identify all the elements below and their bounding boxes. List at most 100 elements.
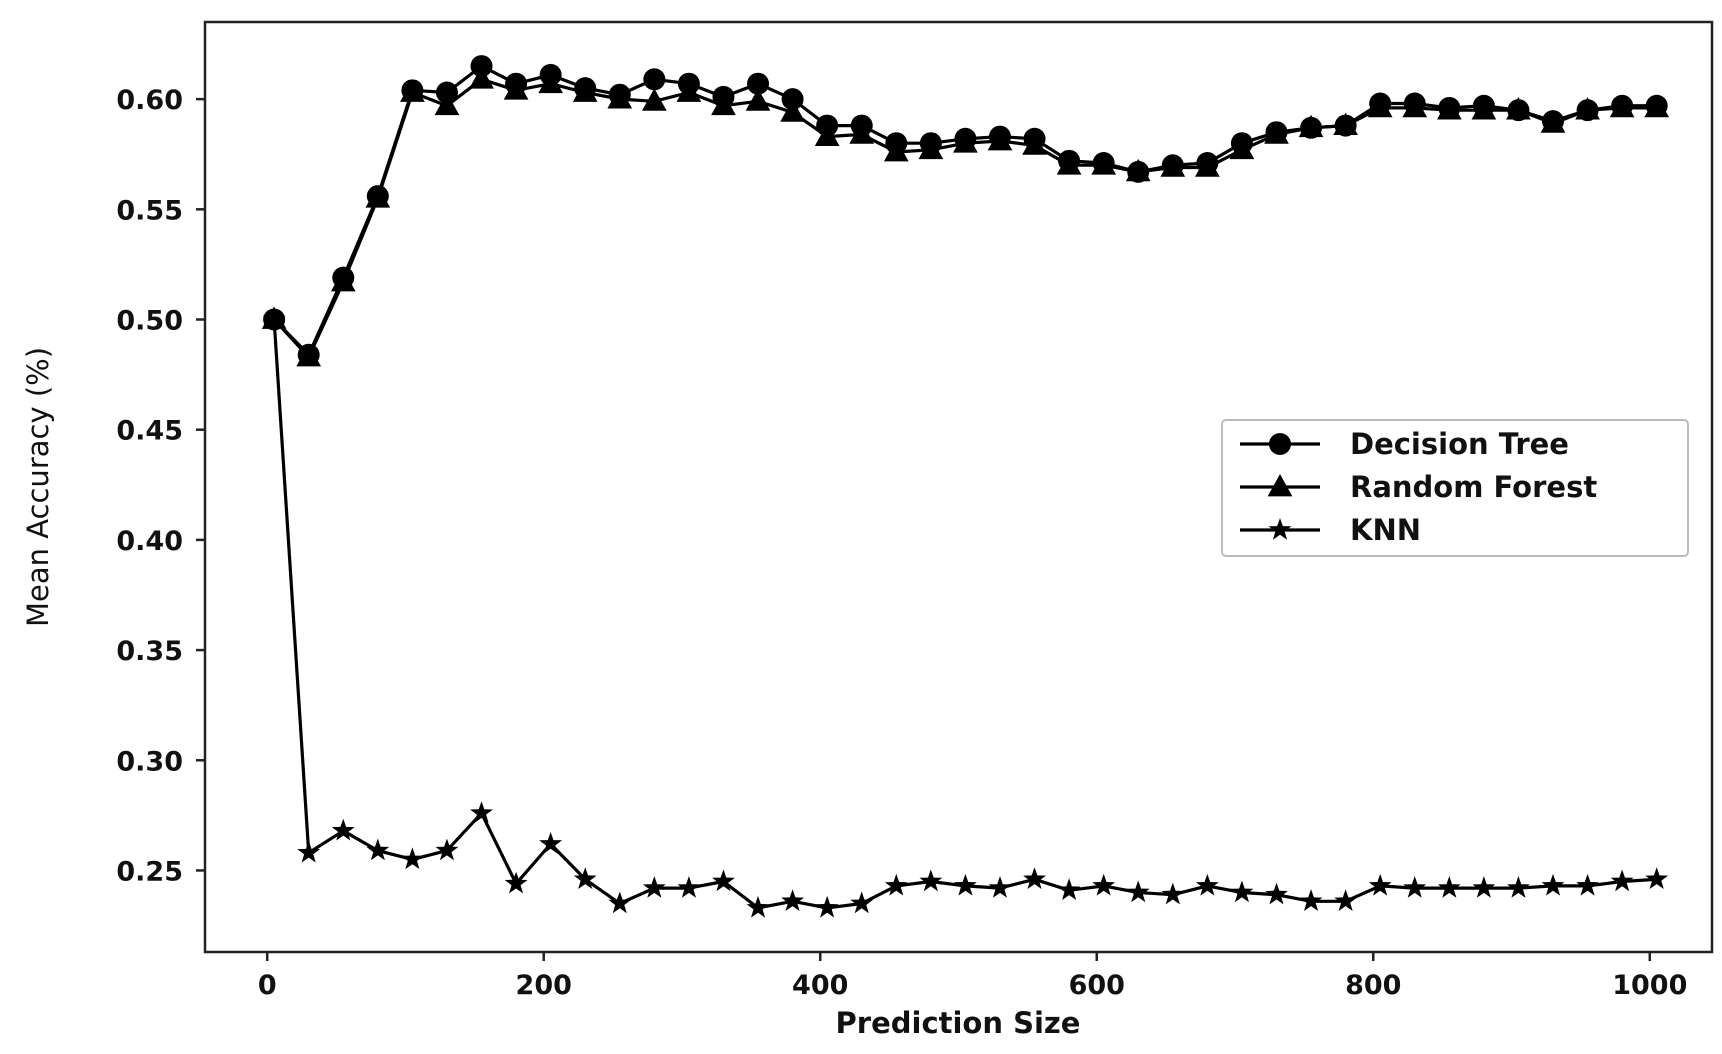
data-point xyxy=(1403,876,1427,898)
data-point xyxy=(987,128,1013,151)
data-point xyxy=(435,81,458,104)
x-tick-label: 400 xyxy=(792,970,848,1001)
data-point xyxy=(780,99,805,122)
data-point xyxy=(643,68,666,91)
x-tick-label: 200 xyxy=(516,970,572,1001)
data-point xyxy=(1575,97,1600,120)
data-point xyxy=(711,92,736,116)
data-point xyxy=(1368,873,1392,896)
data-point xyxy=(607,86,633,109)
y-tick-label: 0.60 xyxy=(116,85,183,116)
data-point xyxy=(1126,880,1150,903)
series-random-forest xyxy=(261,66,1670,367)
data-point xyxy=(814,123,840,146)
legend: Decision Tree Random Forest KNN xyxy=(1221,419,1689,557)
data-point xyxy=(1265,882,1288,905)
data-point xyxy=(1125,158,1151,182)
data-point xyxy=(435,838,459,861)
data-point xyxy=(1609,94,1635,118)
y-axis: 0.25 0.30 0.35 0.40 0.45 0.50 0.55 0.60 xyxy=(116,85,205,887)
series-knn xyxy=(262,307,1669,918)
data-point xyxy=(1471,97,1497,120)
data-point xyxy=(1298,114,1324,138)
data-point xyxy=(642,876,666,898)
y-axis-label: Mean Accuracy (%) xyxy=(21,347,55,627)
y-tick-label: 0.50 xyxy=(116,306,183,337)
legend-entry: Decision Tree xyxy=(1240,427,1569,461)
data-point xyxy=(781,889,804,911)
data-point xyxy=(1229,136,1255,160)
data-point xyxy=(953,130,978,153)
data-point xyxy=(1160,154,1186,177)
data-point xyxy=(849,121,875,144)
y-tick-label: 0.35 xyxy=(116,636,183,667)
data-point xyxy=(1507,876,1530,898)
data-point xyxy=(539,832,563,854)
data-point xyxy=(365,185,391,208)
data-point xyxy=(815,895,839,918)
data-point xyxy=(1644,94,1670,118)
data-point xyxy=(712,869,735,892)
data-point xyxy=(1645,867,1669,889)
data-point xyxy=(1161,882,1185,905)
data-point xyxy=(1057,878,1081,900)
x-tick-label: 800 xyxy=(1345,970,1401,1001)
data-point xyxy=(1610,869,1634,892)
y-tick-label: 0.40 xyxy=(116,526,183,557)
data-point xyxy=(1436,97,1462,120)
data-point xyxy=(538,70,563,94)
data-point xyxy=(1540,110,1566,133)
data-point xyxy=(1195,154,1220,177)
data-point xyxy=(1576,873,1599,896)
data-point xyxy=(503,77,529,100)
data-point xyxy=(1195,873,1219,896)
data-point xyxy=(745,88,771,111)
data-point xyxy=(1367,94,1393,118)
x-tick-label: 1000 xyxy=(1612,970,1687,1001)
data-point xyxy=(1334,889,1357,911)
data-point xyxy=(470,801,493,823)
data-point xyxy=(296,343,322,367)
data-point xyxy=(608,891,632,914)
data-point xyxy=(1022,132,1047,155)
y-tick-label: 0.55 xyxy=(116,195,183,226)
data-point xyxy=(850,891,874,914)
data-point xyxy=(918,136,944,160)
x-tick-label: 0 xyxy=(258,970,277,1001)
data-point xyxy=(504,871,528,894)
data-point xyxy=(469,66,494,89)
data-point xyxy=(1023,867,1046,889)
data-point xyxy=(988,876,1012,898)
data-point xyxy=(1092,873,1116,896)
data-point xyxy=(954,873,977,896)
x-axis: 0 200 400 600 800 1000 xyxy=(258,952,1687,1001)
legend-label: Random Forest xyxy=(1350,470,1597,504)
data-point xyxy=(883,139,909,162)
data-point xyxy=(1091,152,1117,175)
data-point xyxy=(434,92,460,116)
data-point xyxy=(470,55,493,78)
data-point xyxy=(1437,876,1461,898)
y-tick-label: 0.25 xyxy=(116,856,183,887)
data-point xyxy=(1056,152,1082,175)
data-point xyxy=(1230,880,1254,903)
legend-marker xyxy=(1268,518,1292,540)
data-point xyxy=(1333,112,1358,135)
data-point xyxy=(1472,876,1496,898)
legend-entry: Random Forest xyxy=(1240,470,1597,504)
data-point xyxy=(1541,873,1565,896)
data-point xyxy=(1264,121,1289,144)
x-axis-label: Prediction Size xyxy=(836,1006,1081,1040)
data-point xyxy=(746,895,770,918)
data-point xyxy=(573,867,597,889)
legend-box xyxy=(1221,419,1689,557)
legend-marker xyxy=(1267,474,1293,497)
data-point xyxy=(677,876,701,898)
legend-label: KNN xyxy=(1350,513,1421,547)
data-point xyxy=(884,873,908,896)
x-tick-label: 600 xyxy=(1069,970,1125,1001)
data-point xyxy=(919,869,943,892)
data-point xyxy=(1299,889,1323,911)
